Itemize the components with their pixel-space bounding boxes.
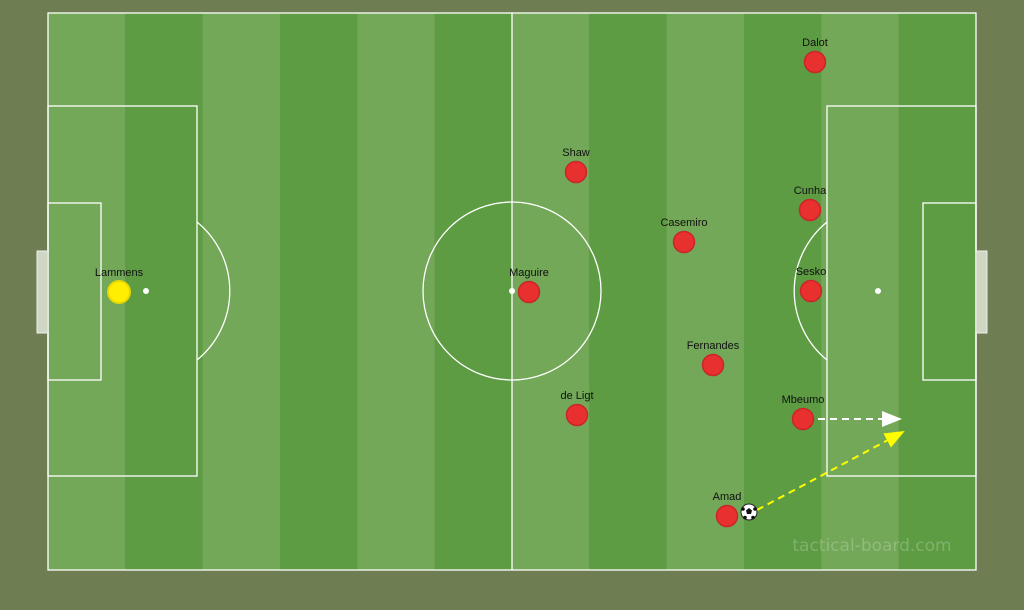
player-label: Shaw (562, 147, 590, 159)
watermark: tactical-board.com (792, 536, 951, 556)
player-label: Maguire (509, 267, 549, 279)
player-label: Fernandes (687, 340, 740, 352)
left-penalty-spot (143, 288, 149, 294)
player-dalot[interactable]: Dalot (802, 37, 828, 74)
player-marker (799, 279, 823, 303)
left-penalty-arc (196, 221, 231, 361)
pitch-stripe (898, 13, 977, 570)
player-amad[interactable]: Amad (713, 491, 742, 528)
right-goal (975, 250, 988, 334)
player-marker (517, 280, 541, 304)
player-de-ligt[interactable]: de Ligt (560, 390, 594, 427)
player-fernandes[interactable]: Fernandes (687, 340, 740, 377)
player-marker (701, 353, 725, 377)
player-marker (565, 403, 589, 427)
player-marker (564, 160, 588, 184)
center-circle (422, 201, 602, 381)
left-goal (36, 250, 49, 334)
player-marker (791, 407, 815, 431)
player-label: Lammens (95, 267, 144, 279)
player-label: Dalot (802, 37, 828, 49)
right-penalty-spot (875, 288, 881, 294)
player-label: Sesko (796, 266, 827, 278)
pitch-stripe (821, 13, 899, 570)
player-label: Amad (713, 491, 742, 503)
center-spot (509, 288, 515, 294)
pitch-stripe (357, 13, 435, 570)
player-maguire[interactable]: Maguire (509, 267, 549, 304)
player-goalkeeper[interactable]: Lammens (95, 267, 144, 304)
player-sesko[interactable]: Sesko (796, 266, 827, 303)
player-cunha[interactable]: Cunha (794, 185, 827, 222)
player-label: Mbeumo (782, 394, 825, 406)
right-penalty-arc (793, 221, 828, 361)
pitch-stripe (202, 13, 281, 570)
pitch-stripe (125, 13, 203, 570)
pitch-stripe (434, 13, 513, 570)
player-marker (803, 50, 827, 74)
player-casemiro[interactable]: Casemiro (660, 217, 708, 254)
soccer-ball-icon[interactable] (740, 503, 758, 521)
pitch-stripe (279, 13, 358, 570)
player-marker (798, 198, 822, 222)
player-mbeumo[interactable]: Mbeumo (782, 394, 825, 431)
player-label: Cunha (794, 185, 827, 197)
pitch-stripe (589, 13, 667, 570)
player-label: de Ligt (560, 390, 593, 402)
pitch-stripe (666, 13, 745, 570)
player-marker (672, 230, 696, 254)
pass-arrow[interactable] (756, 431, 905, 511)
player-shaw[interactable]: Shaw (562, 147, 590, 184)
pitch-markings (36, 12, 988, 571)
player-label: Casemiro (660, 217, 707, 229)
player-marker (715, 504, 739, 528)
